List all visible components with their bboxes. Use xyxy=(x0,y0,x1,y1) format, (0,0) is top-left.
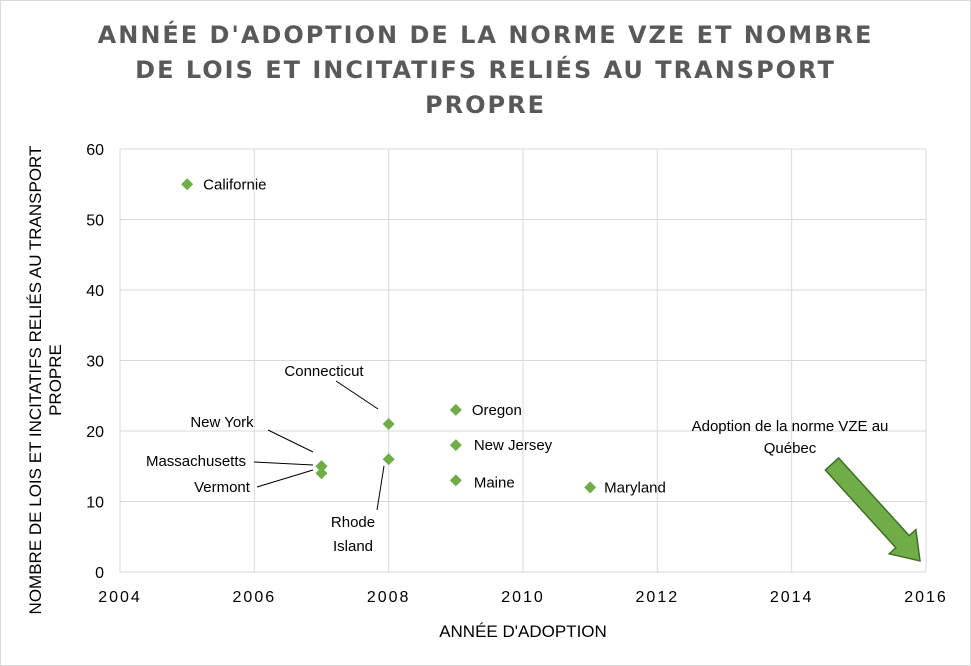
leader-vermont xyxy=(256,469,314,488)
arrow-shape xyxy=(824,456,921,562)
y-tick-label-50: 50 xyxy=(86,213,104,230)
label-rhode-island: Rhode Island xyxy=(331,514,375,555)
y-tick-label-40: 40 xyxy=(86,283,104,300)
annotation-line: Adoption de la norme VZE au xyxy=(692,418,889,435)
label-maine: Maine xyxy=(474,474,515,491)
title-line-3: PROPRE xyxy=(425,91,546,119)
label-oregon: Oregon xyxy=(472,402,522,419)
point-new-jersey xyxy=(449,439,462,452)
annotation-text: Adoption de la norme VZE au Québec xyxy=(692,418,889,457)
x-tick-label-2016: 2016 xyxy=(904,589,948,606)
point-maryland xyxy=(584,481,597,494)
x-axis-label: ANNÉE D'ADOPTION xyxy=(439,622,607,641)
label-california: Californie xyxy=(203,176,266,193)
leader-connecticut xyxy=(335,380,379,410)
y-tick-label-0: 0 xyxy=(95,565,104,582)
y-axis-label: NOMBRE DE LOIS ET INCITATIFS RELIÉS AU T… xyxy=(26,140,66,620)
y-tick-label-60: 60 xyxy=(86,142,104,159)
y-tick-label-20: 20 xyxy=(86,424,104,441)
grid-lines xyxy=(119,148,927,573)
x-tick-label-2010: 2010 xyxy=(501,589,545,606)
tick-labels: 2004 2006 2008 2010 2012 2014 2016 0 10 20 30 40 50 6… xyxy=(86,142,948,606)
title-line-2: DE LOIS ET INCITATIFS RELIÉS AU TRANSPOR… xyxy=(135,56,836,84)
label-line: Rhode xyxy=(331,514,375,531)
point-connecticut xyxy=(382,417,395,430)
y-axis-label-line-2: PROPRE xyxy=(46,344,65,416)
point-oregon xyxy=(449,403,462,416)
x-tick-label-2006: 2006 xyxy=(233,589,277,606)
label-line: Island xyxy=(333,538,373,555)
x-tick-label-2008: 2008 xyxy=(367,589,411,606)
y-tick-label-30: 30 xyxy=(86,354,104,371)
point-california xyxy=(181,178,194,191)
label-vermont: Vermont xyxy=(194,479,251,496)
x-tick-label-2014: 2014 xyxy=(770,589,814,606)
leader-massachusetts xyxy=(253,461,314,466)
x-tick-label-2012: 2012 xyxy=(636,589,680,606)
point-vermont xyxy=(315,467,328,480)
label-massachusetts: Massachusetts xyxy=(146,453,246,470)
label-connecticut: Connecticut xyxy=(284,363,364,380)
leader-lines xyxy=(253,380,385,511)
y-axis-label-line-1: NOMBRE DE LOIS ET INCITATIFS RELIÉS AU T… xyxy=(26,145,45,615)
annotation-arrow xyxy=(824,456,921,562)
label-maryland: Maryland xyxy=(604,479,666,496)
y-tick-label-10: 10 xyxy=(86,495,104,512)
leader-new-york xyxy=(267,429,314,453)
title-line-1: ANNÉE D'ADOPTION DE LA NORME VZE ET NOMB… xyxy=(97,21,874,49)
data-points xyxy=(181,178,597,494)
label-new-york: New York xyxy=(190,414,254,431)
chart-title: ANNÉE D'ADOPTION DE LA NORME VZE ET NOMB… xyxy=(0,18,971,123)
x-tick-label-2004: 2004 xyxy=(98,589,142,606)
point-massachusetts xyxy=(315,460,328,473)
leader-rhode-island xyxy=(376,465,385,511)
point-maine xyxy=(449,474,462,487)
data-labels: Californie Connecticut Rhode Island New York… xyxy=(146,176,666,555)
annotation-line: Québec xyxy=(764,440,817,457)
point-rhode-island xyxy=(382,453,395,466)
annotation: Adoption de la norme VZE au Québec xyxy=(692,418,921,562)
label-new-jersey: New Jersey xyxy=(474,437,553,454)
